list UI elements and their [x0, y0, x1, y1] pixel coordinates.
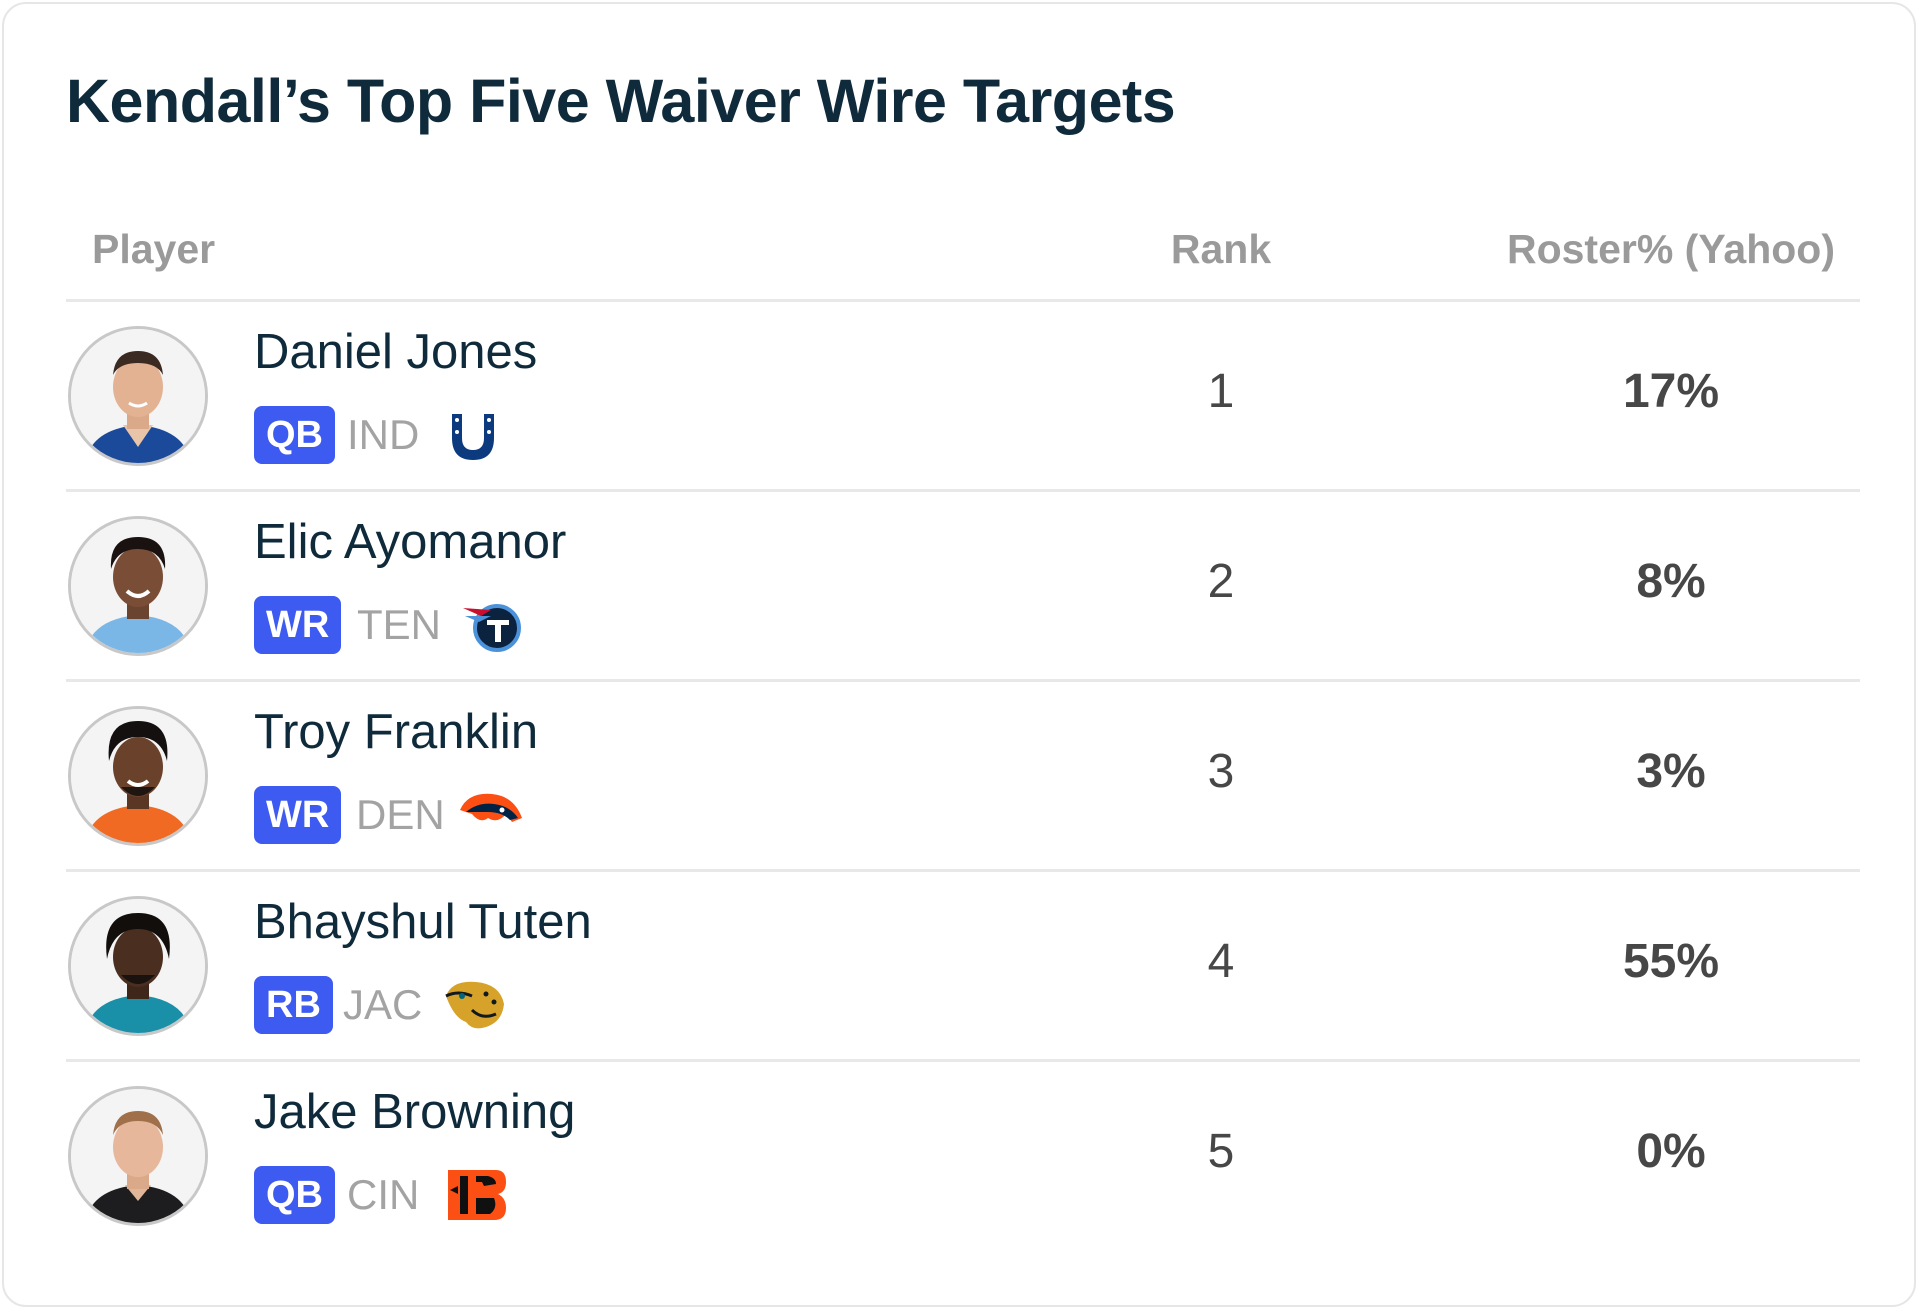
bengals-logo-icon: [448, 1170, 506, 1220]
position-badge: QB: [254, 406, 335, 464]
rank-value: 4: [1207, 935, 1235, 988]
team-abbreviation: CIN: [347, 1171, 420, 1218]
table-row[interactable]: Bhayshul Tuten RB JAC 4 55%: [66, 872, 1860, 1062]
jaguars-logo-icon: [445, 981, 504, 1029]
player-avatar: [68, 1086, 208, 1226]
player-name[interactable]: Jake Browning: [254, 1085, 576, 1139]
position-badge: RB: [254, 976, 333, 1034]
roster-percent: 0%: [1636, 1125, 1706, 1178]
player-name[interactable]: Elic Ayomanor: [254, 515, 567, 569]
table-row[interactable]: Elic Ayomanor WR TEN 2 8%: [66, 492, 1860, 682]
team-abbreviation: DEN: [356, 791, 445, 838]
column-header-roster[interactable]: Roster% (Yahoo): [1506, 226, 1836, 272]
team-abbreviation: JAC: [343, 981, 423, 1028]
card-title: Kendall’s Top Five Waiver Wire Targets: [66, 67, 1176, 135]
player-avatar: [68, 516, 208, 656]
rank-value: 5: [1207, 1125, 1235, 1178]
roster-percent: 8%: [1636, 555, 1706, 608]
table-header: Player Rank Roster% (Yahoo): [66, 222, 1860, 302]
roster-percent: 3%: [1636, 745, 1706, 798]
column-header-player[interactable]: Player: [92, 226, 216, 272]
position-badge: WR: [254, 596, 342, 654]
team-abbreviation: IND: [347, 411, 420, 458]
player-avatar: [68, 706, 208, 846]
table-row[interactable]: Jake Browning QB CIN 5 0%: [66, 1062, 1860, 1252]
rank-value: 1: [1207, 365, 1235, 418]
team-abbreviation: TEN: [357, 601, 441, 648]
position-badge: QB: [254, 1166, 335, 1224]
table-row[interactable]: Daniel Jones QB IND 1 17%: [66, 302, 1860, 492]
rank-value: 2: [1207, 555, 1235, 608]
column-header-rank[interactable]: Rank: [1170, 226, 1272, 272]
roster-percent: 55%: [1622, 935, 1720, 988]
player-name[interactable]: Daniel Jones: [254, 325, 538, 379]
player-name[interactable]: Bhayshul Tuten: [254, 895, 592, 949]
player-avatar: [68, 896, 208, 1036]
player-name[interactable]: Troy Franklin: [254, 705, 539, 759]
rank-value: 3: [1207, 745, 1235, 798]
titans-logo-icon: [463, 604, 521, 652]
player-avatar: [68, 326, 208, 466]
broncos-logo-icon: [460, 793, 522, 822]
position-badge: WR: [254, 786, 342, 844]
table-row[interactable]: Troy Franklin WR DEN 3 3%: [66, 682, 1860, 872]
colts-horseshoe-icon: [452, 414, 494, 460]
roster-percent: 17%: [1622, 365, 1720, 418]
